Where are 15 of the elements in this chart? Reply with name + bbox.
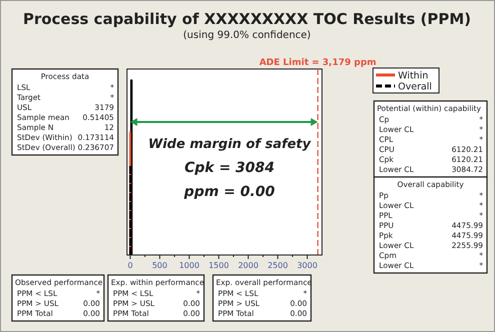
x-tick-label: 3000: [297, 261, 318, 270]
x-tick-label: 2500: [268, 261, 288, 270]
chart-title: Process capability of XXXXXXXXX TOC Results (PPM): [22, 10, 472, 28]
x-tick-label: 1500: [208, 261, 229, 270]
annotation: ppm = 0.00: [183, 184, 276, 200]
x-tick-label: 0: [128, 261, 133, 270]
legend-label: Overall: [398, 82, 432, 92]
x-tick-label: 1000: [179, 261, 200, 270]
chart-subtitle: (using 99.0% confidence): [183, 30, 311, 41]
annotation: Wide margin of safety: [148, 137, 312, 152]
ref-line-label: ADE Limit = 3,179 ppm: [259, 58, 376, 68]
legend-label: Within: [398, 70, 428, 82]
x-tick-label: 2000: [238, 261, 258, 270]
x-tick-label: 500: [152, 261, 168, 270]
annotation: Cpk = 3084: [184, 160, 275, 176]
